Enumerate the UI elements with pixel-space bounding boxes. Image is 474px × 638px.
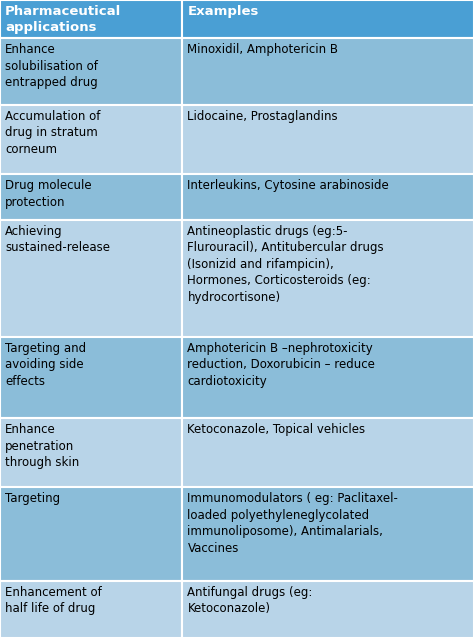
Text: Targeting: Targeting [5,493,60,505]
Text: Drug molecule
protection: Drug molecule protection [5,179,91,209]
Bar [182,174,474,219]
Text: Accumulation of
drug in stratum
corneum: Accumulation of drug in stratum corneum [5,110,100,156]
Bar [182,38,474,105]
Text: Enhance
penetration
through skin: Enhance penetration through skin [5,423,79,469]
Bar [0,38,182,105]
Bar [0,418,182,487]
Bar [0,0,182,38]
Text: Amphotericin B –nephrotoxicity
reduction, Doxorubicin – reduce
cardiotoxicity: Amphotericin B –nephrotoxicity reduction… [188,342,375,388]
Bar [0,219,182,337]
Bar [0,581,182,638]
Bar [0,174,182,219]
Text: Enhancement of
half life of drug: Enhancement of half life of drug [5,586,102,615]
Bar [182,418,474,487]
Text: Achieving
sustained-release: Achieving sustained-release [5,225,110,254]
Text: Immunomodulators ( eg: Paclitaxel-
loaded polyethyleneglycolated
immunoliposome): Immunomodulators ( eg: Paclitaxel- loade… [188,493,398,555]
Bar [182,337,474,418]
Bar [182,581,474,638]
Text: Enhance
solubilisation of
entrapped drug: Enhance solubilisation of entrapped drug [5,43,98,89]
Bar [0,487,182,581]
Text: Interleukins, Cytosine arabinoside: Interleukins, Cytosine arabinoside [188,179,389,192]
Bar [182,219,474,337]
Text: Targeting and
avoiding side
effects: Targeting and avoiding side effects [5,342,86,388]
Text: Antineoplastic drugs (eg:5-
Flurouracil), Antitubercular drugs
(Isonizid and rif: Antineoplastic drugs (eg:5- Flurouracil)… [188,225,384,304]
Text: Lidocaine, Prostaglandins: Lidocaine, Prostaglandins [188,110,338,123]
Bar [182,0,474,38]
Bar [0,337,182,418]
Bar [182,487,474,581]
Text: Antifungal drugs (eg:
Ketoconazole): Antifungal drugs (eg: Ketoconazole) [188,586,313,615]
Bar [0,105,182,174]
Bar [182,105,474,174]
Text: Pharmaceutical
applications: Pharmaceutical applications [5,5,121,34]
Text: Minoxidil, Amphotericin B: Minoxidil, Amphotericin B [188,43,338,56]
Text: Ketoconazole, Topical vehicles: Ketoconazole, Topical vehicles [188,423,365,436]
Text: Examples: Examples [188,5,259,18]
